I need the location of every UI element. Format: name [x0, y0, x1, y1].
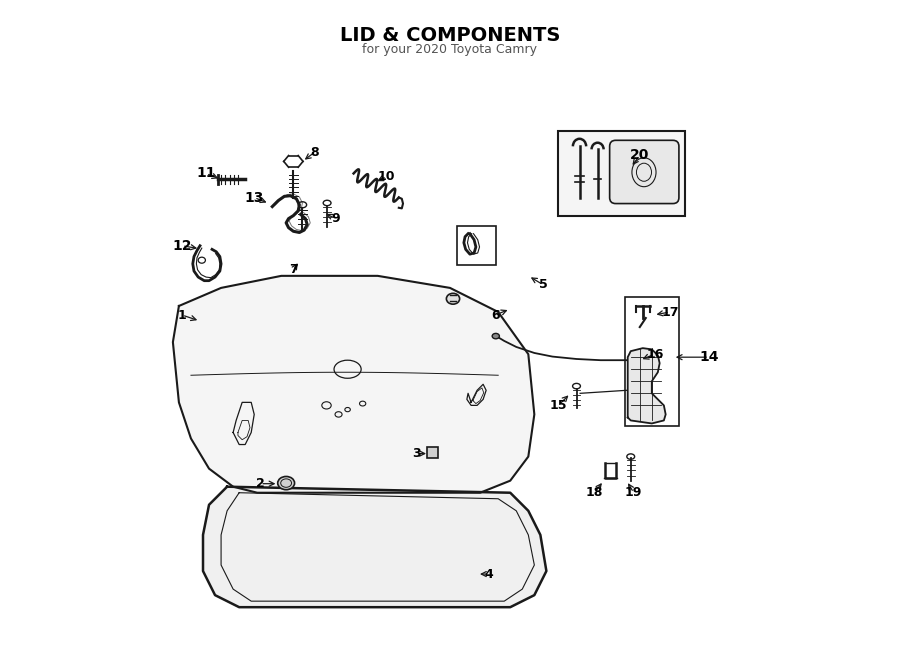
Text: 11: 11	[196, 166, 216, 181]
Text: 7: 7	[289, 263, 298, 276]
Text: 13: 13	[245, 191, 264, 205]
Ellipse shape	[278, 477, 294, 490]
Ellipse shape	[446, 293, 460, 304]
Text: 3: 3	[412, 447, 421, 460]
Text: 16: 16	[646, 348, 663, 361]
Polygon shape	[203, 487, 546, 607]
Text: 15: 15	[550, 399, 567, 412]
Text: for your 2020 Toyota Camry: for your 2020 Toyota Camry	[363, 43, 537, 56]
Text: 5: 5	[539, 279, 548, 291]
Bar	[625, 297, 679, 426]
Polygon shape	[173, 276, 535, 493]
Text: 1: 1	[177, 308, 186, 322]
Text: 20: 20	[630, 148, 650, 162]
Text: 8: 8	[310, 146, 319, 159]
Text: LID & COMPONENTS: LID & COMPONENTS	[340, 26, 560, 46]
Text: 9: 9	[331, 212, 340, 225]
Text: 2: 2	[256, 477, 265, 490]
Bar	[457, 226, 497, 265]
Text: 18: 18	[586, 486, 603, 499]
Polygon shape	[627, 348, 666, 424]
Text: 14: 14	[699, 350, 719, 364]
Bar	[428, 447, 438, 458]
Text: 12: 12	[172, 239, 192, 253]
Text: 4: 4	[485, 567, 493, 581]
Ellipse shape	[492, 334, 500, 339]
FancyBboxPatch shape	[609, 140, 679, 203]
Text: 19: 19	[626, 486, 643, 499]
Bar	[558, 131, 685, 216]
Text: 10: 10	[378, 170, 395, 183]
Text: 17: 17	[662, 305, 679, 318]
Text: 6: 6	[491, 308, 500, 322]
